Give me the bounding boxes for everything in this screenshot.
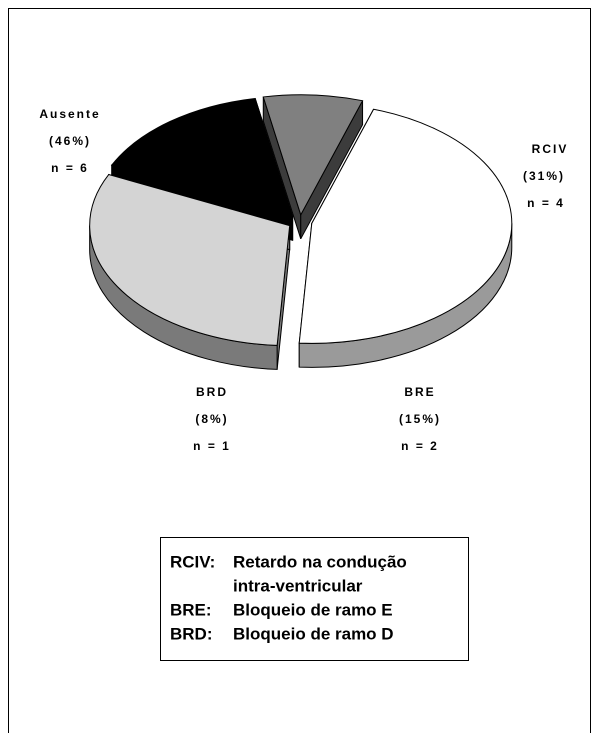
legend-text: Bloqueio de ramo D — [233, 624, 394, 643]
slice-label: BRD — [196, 385, 228, 399]
legend-abbr: BRD: — [170, 624, 213, 643]
slice-percent: (31%) — [523, 169, 565, 183]
pie-slice — [298, 108, 513, 344]
slice-label: RCIV — [532, 142, 569, 156]
pie-slice — [89, 173, 291, 346]
legend-box — [160, 537, 469, 661]
legend-text: intra-ventricular — [233, 576, 363, 595]
legend-text: Bloqueio de ramo E — [233, 600, 393, 619]
pie-slice — [110, 97, 294, 218]
legend-text: Retardo na condução — [233, 552, 407, 571]
slice-label: Ausente — [39, 107, 100, 121]
slice-count: n = 6 — [51, 161, 89, 175]
slice-count: n = 4 — [527, 196, 565, 210]
slice-count: n = 2 — [401, 439, 439, 453]
slice-label: BRE — [404, 385, 435, 399]
slice-count: n = 1 — [193, 439, 231, 453]
legend-abbr: BRE: — [170, 600, 212, 619]
legend-abbr: RCIV: — [170, 552, 215, 571]
slice-percent: (15%) — [399, 412, 441, 426]
pie-slice — [262, 94, 364, 217]
slice-percent: (8%) — [195, 412, 228, 426]
slice-percent: (46%) — [49, 134, 91, 148]
frame — [8, 8, 591, 733]
